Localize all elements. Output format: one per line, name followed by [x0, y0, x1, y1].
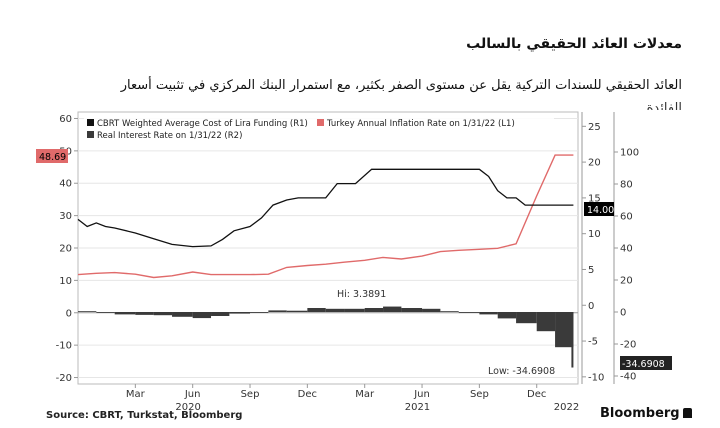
x-tick-label: Jun	[184, 389, 201, 400]
real-rate-bar	[571, 312, 574, 368]
real-rate-bar	[192, 312, 212, 319]
left-tick-label: 30	[59, 211, 72, 222]
right1-tick-label: -10	[588, 372, 604, 383]
x-tick-label: Mar	[355, 389, 375, 400]
x-year-label: 2021	[405, 402, 430, 413]
x-tick-label: Sep	[470, 389, 489, 400]
right1-tick-label: 20	[588, 158, 601, 169]
real-rate-bar	[229, 312, 251, 314]
real-rate-bar	[536, 312, 556, 332]
x-tick-label: Dec	[527, 389, 546, 400]
x-year-label: 2022	[554, 402, 579, 413]
real-rate-bar	[458, 312, 480, 313]
right2-tick-label: -20	[620, 340, 636, 351]
real-rate-bar	[364, 308, 384, 312]
x-tick-label: Dec	[298, 389, 317, 400]
hi-annotation: Hi: 3.3891	[337, 289, 386, 300]
right2-tick-label: -40	[620, 372, 636, 383]
real-rate-bar	[344, 308, 365, 312]
legend-label-real: Real Interest Rate on 1/31/22 (R2)	[97, 131, 242, 141]
x-tick-label: Mar	[126, 389, 146, 400]
right1-axis-ticks: -10 -5 0 5 10 15 20 25	[581, 112, 604, 384]
funding-last-tag	[584, 202, 614, 216]
left-tick-label: 60	[59, 114, 72, 125]
real-rate-bars	[78, 306, 574, 368]
right1-tick-label: 10	[588, 229, 601, 240]
left-tick-label: 40	[59, 179, 72, 190]
right1-tick-label: -5	[588, 337, 598, 348]
left-tick-label: 20	[59, 244, 72, 255]
funding-line	[77, 168, 574, 248]
right1-tick-label: 5	[588, 265, 594, 276]
real-rate-bar	[286, 310, 308, 312]
grid-lines	[78, 117, 578, 379]
legend-label-inflation: Turkey Annual Inflation Rate on 1/31/22 …	[326, 119, 515, 129]
right2-tick-label: 0	[620, 308, 626, 319]
right2-axis-ticks: -40 -20 0 20 40 60 80 100	[613, 112, 639, 384]
right1-tick-label: 25	[588, 122, 601, 133]
real-rate-bar	[383, 306, 402, 312]
inflation-last-value: 48.69	[39, 152, 66, 163]
x-tick-label: Jun	[413, 389, 430, 400]
right2-tick-label: 80	[620, 180, 633, 191]
chart-title: معدلات العائد الحقيقي بالسالب	[466, 36, 682, 52]
series-lines	[77, 154, 574, 279]
real-rate-bar	[153, 312, 173, 316]
real-last-value: -34.6908	[622, 359, 665, 370]
real-rate-bar	[516, 312, 537, 324]
real-rate-bar	[135, 312, 154, 315]
low-annotation: Low: -34.6908	[488, 366, 555, 377]
x-year-label: 2020	[175, 402, 200, 413]
inflation-line	[77, 154, 574, 279]
right1-tick-label: 15	[588, 193, 601, 204]
real-rate-bar	[325, 308, 345, 312]
real-rate-bar	[555, 312, 574, 348]
real-rate-bar	[422, 308, 441, 312]
left-tick-label: 0	[66, 308, 72, 319]
real-rate-bar	[211, 312, 230, 316]
real-rate-bar	[479, 312, 498, 315]
right2-tick-label: 100	[620, 148, 639, 159]
real-rate-bar	[307, 308, 326, 312]
real-rate-bar	[96, 312, 115, 313]
inflation-last-tag	[36, 149, 68, 163]
left-tick-label: -10	[56, 341, 72, 352]
real-rate-bar	[78, 311, 97, 312]
real-rate-bar	[114, 312, 136, 315]
real-rate-bar	[250, 312, 269, 313]
real-rate-bar	[497, 312, 517, 319]
real-rate-bar	[440, 311, 459, 312]
legend: CBRT Weighted Average Cost of Lira Fundi…	[84, 115, 554, 145]
right2-tick-label: 60	[620, 212, 633, 223]
legend-label-funding: CBRT Weighted Average Cost of Lira Fundi…	[97, 119, 308, 129]
real-last-tag	[620, 356, 672, 370]
left-tick-label: -20	[56, 373, 72, 384]
legend-swatch-funding	[87, 119, 94, 126]
brand-mark-icon	[682, 408, 692, 418]
right2-tick-label: 40	[620, 244, 633, 255]
x-axis-ticks: Mar Jun Sep Dec Mar Jun Sep Dec 2020 2021 2022	[126, 384, 579, 413]
right1-tick-label: 0	[588, 301, 594, 312]
real-rate-bar	[401, 308, 423, 312]
funding-last-value: 14.00	[587, 205, 614, 216]
real-rate-bar	[172, 312, 193, 317]
chart-subtitle-cut: الفائدة	[646, 101, 682, 110]
right2-tick-label: 20	[620, 276, 633, 287]
x-tick-label: Sep	[241, 389, 260, 400]
real-rate-bar	[268, 310, 287, 312]
legend-swatch-real	[87, 131, 94, 138]
brand-logo: Bloomberg	[600, 406, 692, 421]
left-tick-label: 10	[59, 276, 72, 287]
legend-swatch-inflation	[317, 119, 324, 126]
source-note: Source: CBRT, Turkstat, Bloomberg	[46, 410, 243, 421]
chart-subtitle: العائد الحقيقي للسندات التركية يقل عن مس…	[120, 78, 682, 93]
brand-name: Bloomberg	[600, 406, 680, 421]
